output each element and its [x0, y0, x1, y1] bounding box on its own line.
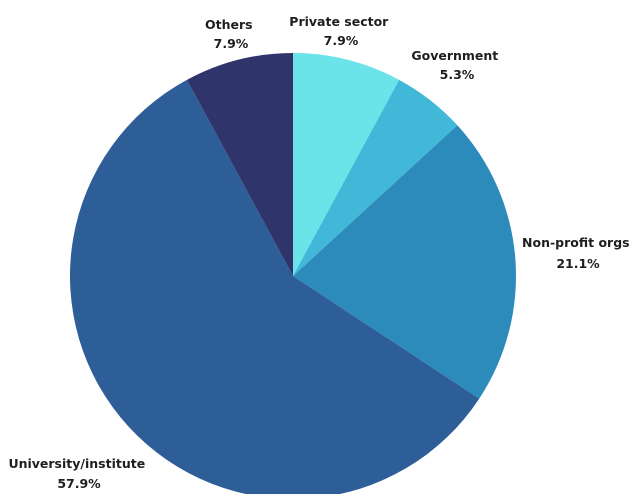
- pie-slice-private-sector: [293, 53, 400, 276]
- slice-label-private-sector-name: Private sector: [289, 14, 389, 29]
- slice-label-non-profit-orgs: Non-profit orgs 21.1%: [522, 235, 633, 271]
- slice-label-government-value: 5.3%: [440, 67, 475, 82]
- slice-label-university-institute-name: University/institute: [8, 456, 145, 471]
- slice-label-others-name: Others: [205, 17, 253, 32]
- pie-slice-others: [186, 53, 293, 276]
- pie-slice-non-profit-orgs: [293, 125, 517, 399]
- slice-label-university-institute: University/institute 57.9%: [8, 456, 149, 491]
- slice-label-others-value: 7.9%: [214, 36, 249, 51]
- slice-label-government-name: Government: [411, 48, 498, 63]
- pie-slice-university-institute: [70, 79, 480, 494]
- pie-slices: [70, 53, 517, 494]
- slice-label-non-profit-orgs-name: Non-profit orgs: [522, 235, 630, 250]
- slice-label-university-institute-value: 57.9%: [57, 476, 101, 491]
- slice-label-private-sector: Private sector 7.9%: [289, 14, 392, 48]
- slice-label-others: Others 7.9%: [205, 17, 257, 51]
- slice-label-private-sector-value: 7.9%: [324, 33, 359, 48]
- slice-label-government: Government 5.3%: [411, 48, 502, 82]
- pie-slice-government: [293, 79, 458, 276]
- slice-label-non-profit-orgs-value: 21.1%: [556, 256, 600, 271]
